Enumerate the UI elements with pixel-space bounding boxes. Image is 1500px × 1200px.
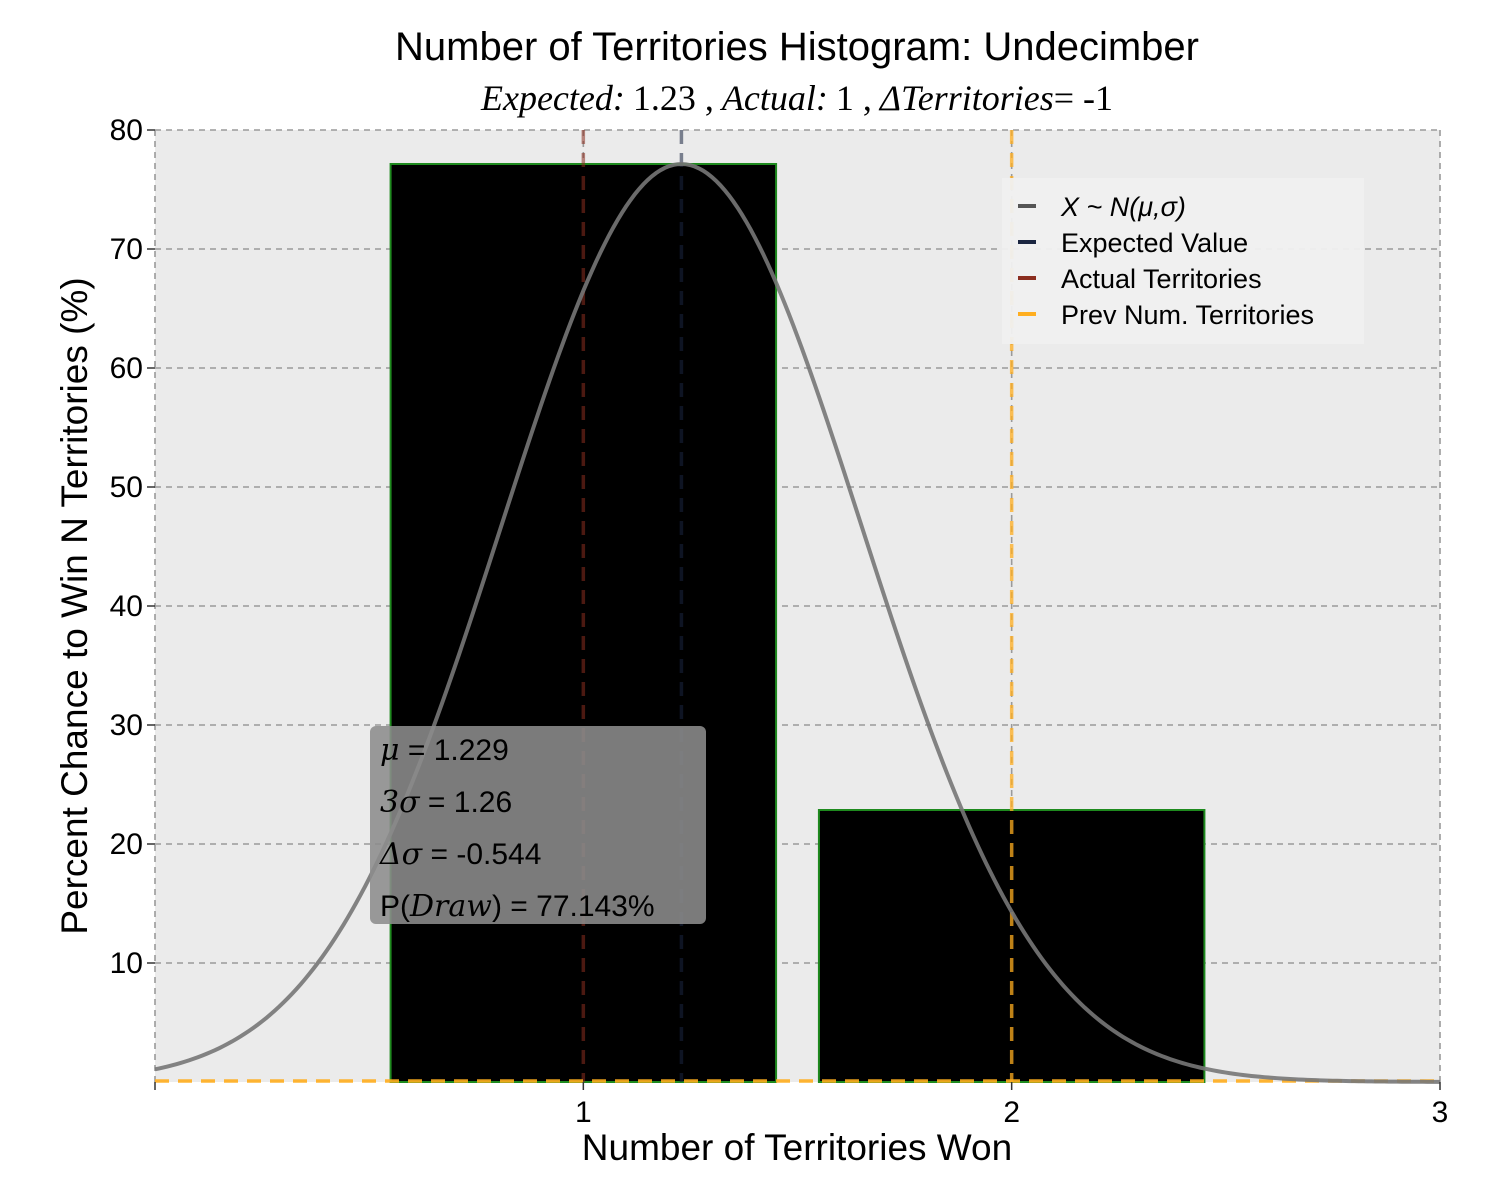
y-tick-label: 50: [110, 471, 143, 504]
x-tick-label: 3: [1432, 1096, 1449, 1129]
legend-entry-label: Expected Value: [1061, 228, 1248, 258]
y-tick-label: 60: [110, 352, 143, 385]
y-axis-label: Percent Chance to Win N Territories (%): [54, 277, 95, 934]
legend-entry-label: Prev Num. Territories: [1061, 300, 1314, 330]
y-tick-label: 40: [110, 590, 143, 623]
subtitle-expected-value: 1.23 ,: [633, 78, 714, 118]
legend-entry-label: Actual Territories: [1061, 264, 1262, 294]
y-tick-label: 80: [110, 114, 143, 147]
stats-line: P(Draw) = 77.143%: [380, 889, 655, 924]
stats-box: μ = 1.229 3σ = 1.26 Δσ = -0.544 P(Draw) = 7…: [370, 726, 706, 924]
chart-title: Number of Territories Histogram: Undecim…: [395, 25, 1199, 69]
subtitle-expected-label: Expected:: [480, 78, 625, 118]
legend-entry-label: X ~ N(μ,σ): [1060, 192, 1186, 222]
stats-line: 3σ = 1.26: [380, 785, 512, 820]
stats-line: Δσ = -0.544: [379, 837, 541, 872]
chart-subtitle: Expected: 1.23 , Actual: 1 , ΔTerritories= -…: [480, 78, 1113, 118]
subtitle-actual-value: 1 ,: [836, 78, 872, 118]
y-tick-label: 70: [110, 233, 143, 266]
stats-box-background: [370, 726, 706, 924]
y-tick-label: 20: [110, 828, 143, 861]
normal-curve: [154, 161, 1441, 1084]
x-axis-label: Number of Territories Won: [582, 1127, 1012, 1168]
x-tick-label: 2: [1003, 1096, 1020, 1129]
stats-line: μ = 1.229: [380, 733, 509, 768]
subtitle-delta-value: = -1: [1054, 78, 1113, 118]
legend: X ~ N(μ,σ) Expected Value Actual Territori…: [1002, 178, 1364, 344]
y-tick-label: 10: [110, 947, 143, 980]
x-tick-label: 1: [575, 1096, 592, 1129]
legend-box: [1002, 178, 1364, 344]
subtitle-delta-label: ΔTerritories: [878, 78, 1054, 118]
normal-curve-layer: [154, 161, 1441, 1084]
subtitle-actual-label: Actual:: [720, 78, 828, 118]
y-tick-label: 30: [110, 709, 143, 742]
axes: 10 20 30 40 50 60 70 80 1 2 3: [110, 114, 1449, 1129]
